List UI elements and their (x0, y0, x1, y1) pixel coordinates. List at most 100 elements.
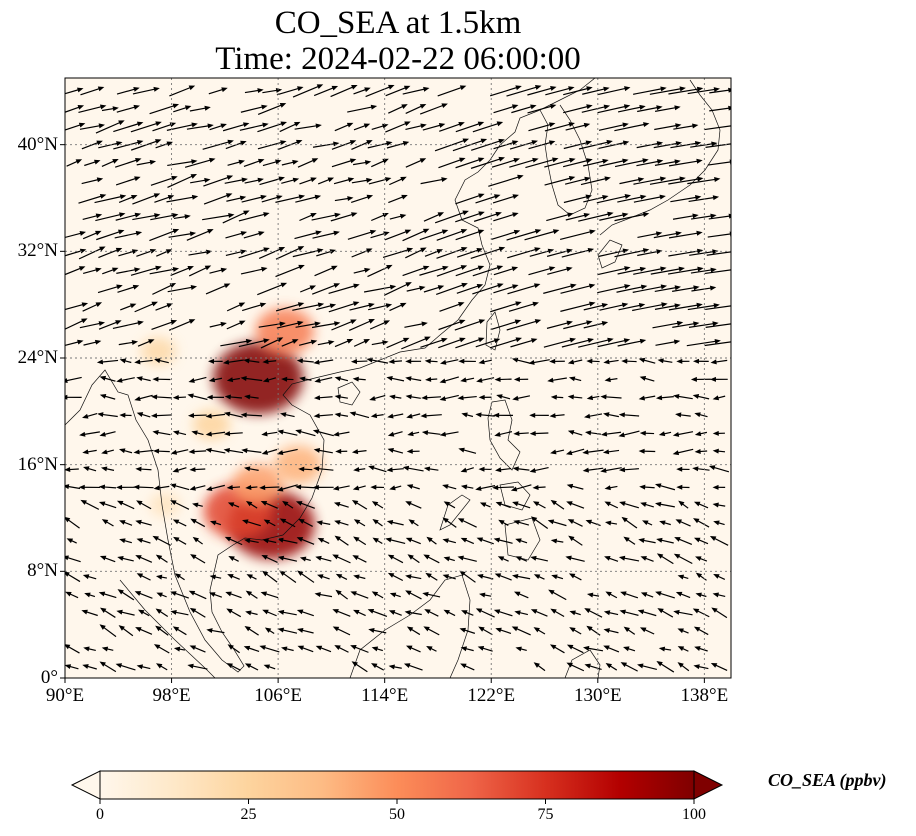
wind-arrow-99 (470, 138, 505, 151)
wind-arrow-908 (115, 663, 136, 671)
coastline-luzon (487, 399, 521, 471)
wind-arrow-478 (206, 394, 225, 400)
wind-arrow-228 (243, 231, 265, 239)
wind-arrow-484 (389, 394, 402, 400)
wind-arrow-63 (257, 121, 288, 133)
wind-arrow-527 (694, 412, 708, 418)
wind-arrow-818 (100, 607, 116, 618)
wind-arrow-156 (368, 177, 392, 185)
wind-arrow-388 (220, 338, 253, 347)
wind-arrow-470 (690, 376, 711, 382)
wind-arrow-218 (690, 213, 717, 220)
wind-arrow-378 (563, 320, 593, 330)
wind-arrow-310 (257, 282, 288, 296)
wind-arrow-762 (155, 574, 167, 580)
wind-arrow-120 (262, 159, 282, 167)
wind-arrow-811 (620, 591, 639, 599)
wind-arrow-495 (600, 394, 622, 400)
chart-title: CO_SEA at 1.5km (274, 5, 522, 41)
wind-arrow-587 (189, 467, 206, 473)
wind-arrow-217 (672, 213, 699, 220)
wind-arrow-780 (512, 573, 531, 580)
wind-arrow-612 (153, 485, 170, 491)
wind-arrow-738 (261, 554, 278, 563)
wind-arrow-821 (155, 608, 169, 618)
wind-arrow-146 (190, 177, 211, 184)
wind-arrow-688 (513, 519, 530, 526)
wind-arrow-769 (297, 570, 315, 583)
wind-arrow-614 (189, 485, 206, 491)
wind-arrow-831 (367, 608, 388, 617)
wind-arrow-210 (473, 211, 502, 222)
wind-arrow-361 (151, 319, 178, 330)
wind-arrow-736 (190, 554, 206, 564)
wind-arrow-248 (98, 247, 123, 259)
wind-arrow-74 (472, 121, 504, 133)
wind-arrow-4 (169, 85, 196, 97)
wind-arrow-309 (205, 283, 231, 295)
wind-arrow-134 (562, 158, 593, 168)
wind-arrow-223 (114, 230, 143, 239)
wind-arrow-574 (550, 449, 565, 455)
wind-arrow-165 (649, 176, 686, 185)
wind-arrow-200 (222, 210, 250, 224)
wind-arrow-647 (260, 501, 279, 509)
wind-arrow-739 (277, 555, 298, 562)
wind-arrow-162 (580, 176, 611, 186)
wind-arrow-247 (78, 246, 106, 260)
wind-arrow-873 (623, 626, 636, 635)
wind-arrow-914 (263, 664, 276, 670)
wind-arrow-387 (137, 339, 155, 347)
wind-arrow-754 (618, 555, 640, 562)
wind-arrow-61 (222, 122, 250, 132)
wind-arrow-280 (130, 265, 162, 276)
wind-arrow-84 (98, 141, 123, 149)
wind-arrow-732 (99, 555, 116, 563)
wind-arrow-333 (120, 303, 137, 311)
wind-arrow-15 (402, 86, 430, 95)
wind-arrow-201 (238, 212, 270, 222)
wind-arrow-203 (311, 212, 341, 221)
wind-arrow-690 (547, 519, 567, 527)
wind-arrow-893 (426, 646, 437, 652)
wind-arrow-725 (623, 536, 636, 545)
wind-arrow-434 (567, 359, 583, 365)
wind-arrow-433 (549, 358, 565, 364)
wind-arrow-340 (316, 303, 337, 311)
coastline-sumatra (119, 579, 216, 678)
wind-arrow-650 (333, 501, 349, 508)
wind-arrow-219 (708, 213, 731, 220)
wind-arrow-34 (173, 105, 192, 113)
wind-arrow-7 (262, 87, 283, 94)
wind-arrow-395 (353, 339, 371, 347)
wind-arrow-843 (584, 608, 603, 618)
wind-arrow-775 (425, 572, 438, 581)
wind-arrow-448 (188, 376, 207, 383)
wind-arrow-585 (135, 466, 152, 472)
wind-arrow-103 (563, 140, 593, 150)
wind-arrow-662 (619, 501, 640, 509)
wind-arrow-350 (599, 302, 629, 311)
wind-arrow-451 (240, 376, 263, 382)
lon-label-4: 122°E (467, 685, 516, 706)
wind-arrow-746 (423, 554, 440, 564)
wind-arrow-317 (423, 285, 445, 293)
wind-arrow-371 (369, 320, 391, 330)
wind-arrow-151 (281, 177, 300, 184)
hotspot-4 (232, 464, 284, 506)
wind-arrow-90 (257, 140, 287, 150)
wind-arrow-730 (709, 535, 729, 546)
wind-arrow-1 (80, 86, 105, 96)
wind-arrow-852 (118, 625, 134, 637)
wind-arrow-323 (543, 283, 577, 294)
wind-arrow-13 (365, 84, 395, 98)
wind-arrow-764 (209, 574, 222, 580)
wind-arrow-50 (654, 105, 681, 112)
wind-arrow-887 (297, 645, 314, 653)
wind-arrow-85 (113, 140, 144, 150)
hotspot-5 (274, 445, 323, 484)
wind-arrow-641 (116, 500, 135, 510)
wind-arrow-49 (637, 105, 663, 113)
wind-arrow-559 (133, 449, 154, 455)
wind-arrow-234 (402, 228, 430, 242)
